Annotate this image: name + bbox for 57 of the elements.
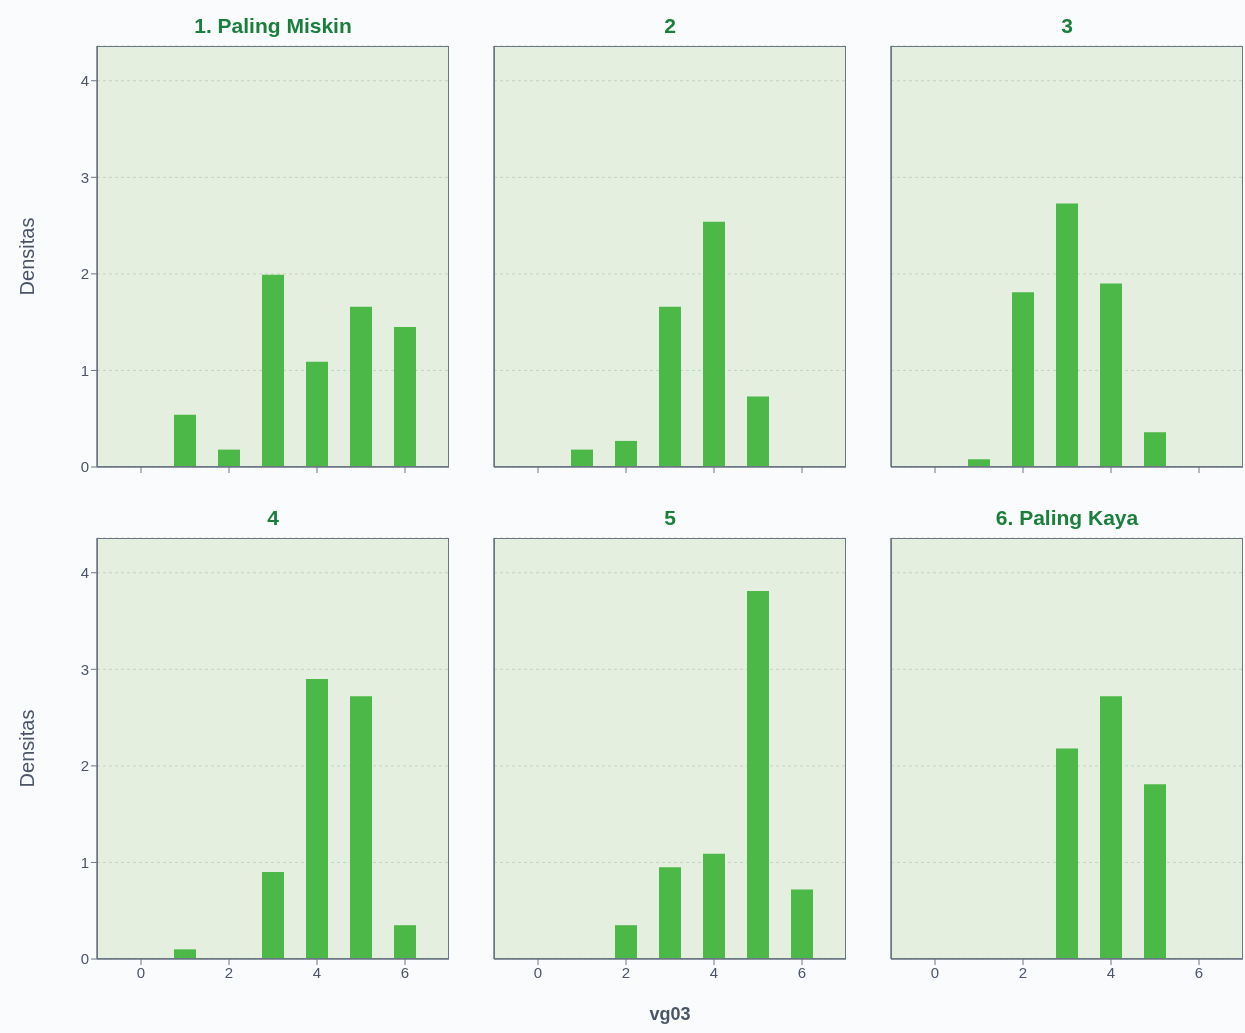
bar bbox=[615, 440, 637, 467]
bar bbox=[1056, 203, 1078, 467]
bar bbox=[791, 889, 813, 959]
x-tick-label: 0 bbox=[136, 963, 146, 981]
bar bbox=[703, 853, 725, 959]
y-tick-label: 1 bbox=[80, 361, 89, 379]
x-tick-label: 4 bbox=[1106, 963, 1116, 981]
y-tick-label: 0 bbox=[80, 458, 89, 476]
bar bbox=[350, 696, 372, 959]
bar bbox=[571, 449, 593, 467]
chart-title: 4 bbox=[266, 505, 280, 531]
x-tick-label: 6 bbox=[400, 963, 410, 981]
bar bbox=[968, 459, 990, 467]
bar bbox=[350, 306, 372, 467]
y-tick-label: 2 bbox=[80, 757, 89, 775]
bar bbox=[703, 221, 725, 467]
bar bbox=[306, 678, 328, 959]
x-tick-label: 6 bbox=[1194, 963, 1204, 981]
bar bbox=[747, 396, 769, 467]
x-tick-label: 2 bbox=[224, 963, 234, 981]
bar bbox=[615, 925, 637, 959]
bar bbox=[174, 949, 196, 959]
y-tick-label: 0 bbox=[80, 950, 89, 968]
chart-title: 1. Paling Miskin bbox=[193, 13, 353, 39]
chart-title: 6. Paling Kaya bbox=[994, 505, 1140, 531]
y-axis-title: Densitas bbox=[16, 709, 39, 788]
bar bbox=[1100, 283, 1122, 467]
x-tick-label: 6 bbox=[797, 963, 807, 981]
x-tick-label: 2 bbox=[1018, 963, 1028, 981]
bar bbox=[262, 274, 284, 467]
bar bbox=[262, 872, 284, 959]
x-tick-label: 0 bbox=[930, 963, 940, 981]
y-tick-label: 4 bbox=[80, 564, 89, 582]
bar bbox=[218, 449, 240, 467]
y-tick-label: 3 bbox=[80, 168, 89, 186]
y-axis-title: Densitas bbox=[16, 217, 39, 296]
chart-title: 3 bbox=[1060, 13, 1074, 39]
x-tick-label: 4 bbox=[709, 963, 719, 981]
y-tick-label: 4 bbox=[80, 72, 89, 90]
chart-title: 2 bbox=[663, 13, 677, 39]
bar bbox=[394, 326, 416, 467]
chart-title: 5 bbox=[663, 505, 677, 531]
bar bbox=[306, 361, 328, 467]
bar bbox=[1012, 292, 1034, 467]
bar bbox=[174, 414, 196, 467]
x-axis-title: vg03 bbox=[649, 1004, 691, 1024]
y-tick-label: 3 bbox=[80, 660, 89, 678]
x-tick-label: 0 bbox=[533, 963, 543, 981]
y-tick-label: 1 bbox=[80, 853, 89, 871]
bar bbox=[394, 925, 416, 959]
x-tick-label: 2 bbox=[621, 963, 631, 981]
bar bbox=[659, 867, 681, 959]
bar bbox=[1144, 432, 1166, 467]
bar bbox=[659, 306, 681, 467]
y-tick-label: 2 bbox=[80, 265, 89, 283]
x-tick-label: 4 bbox=[312, 963, 322, 981]
bar bbox=[747, 591, 769, 959]
